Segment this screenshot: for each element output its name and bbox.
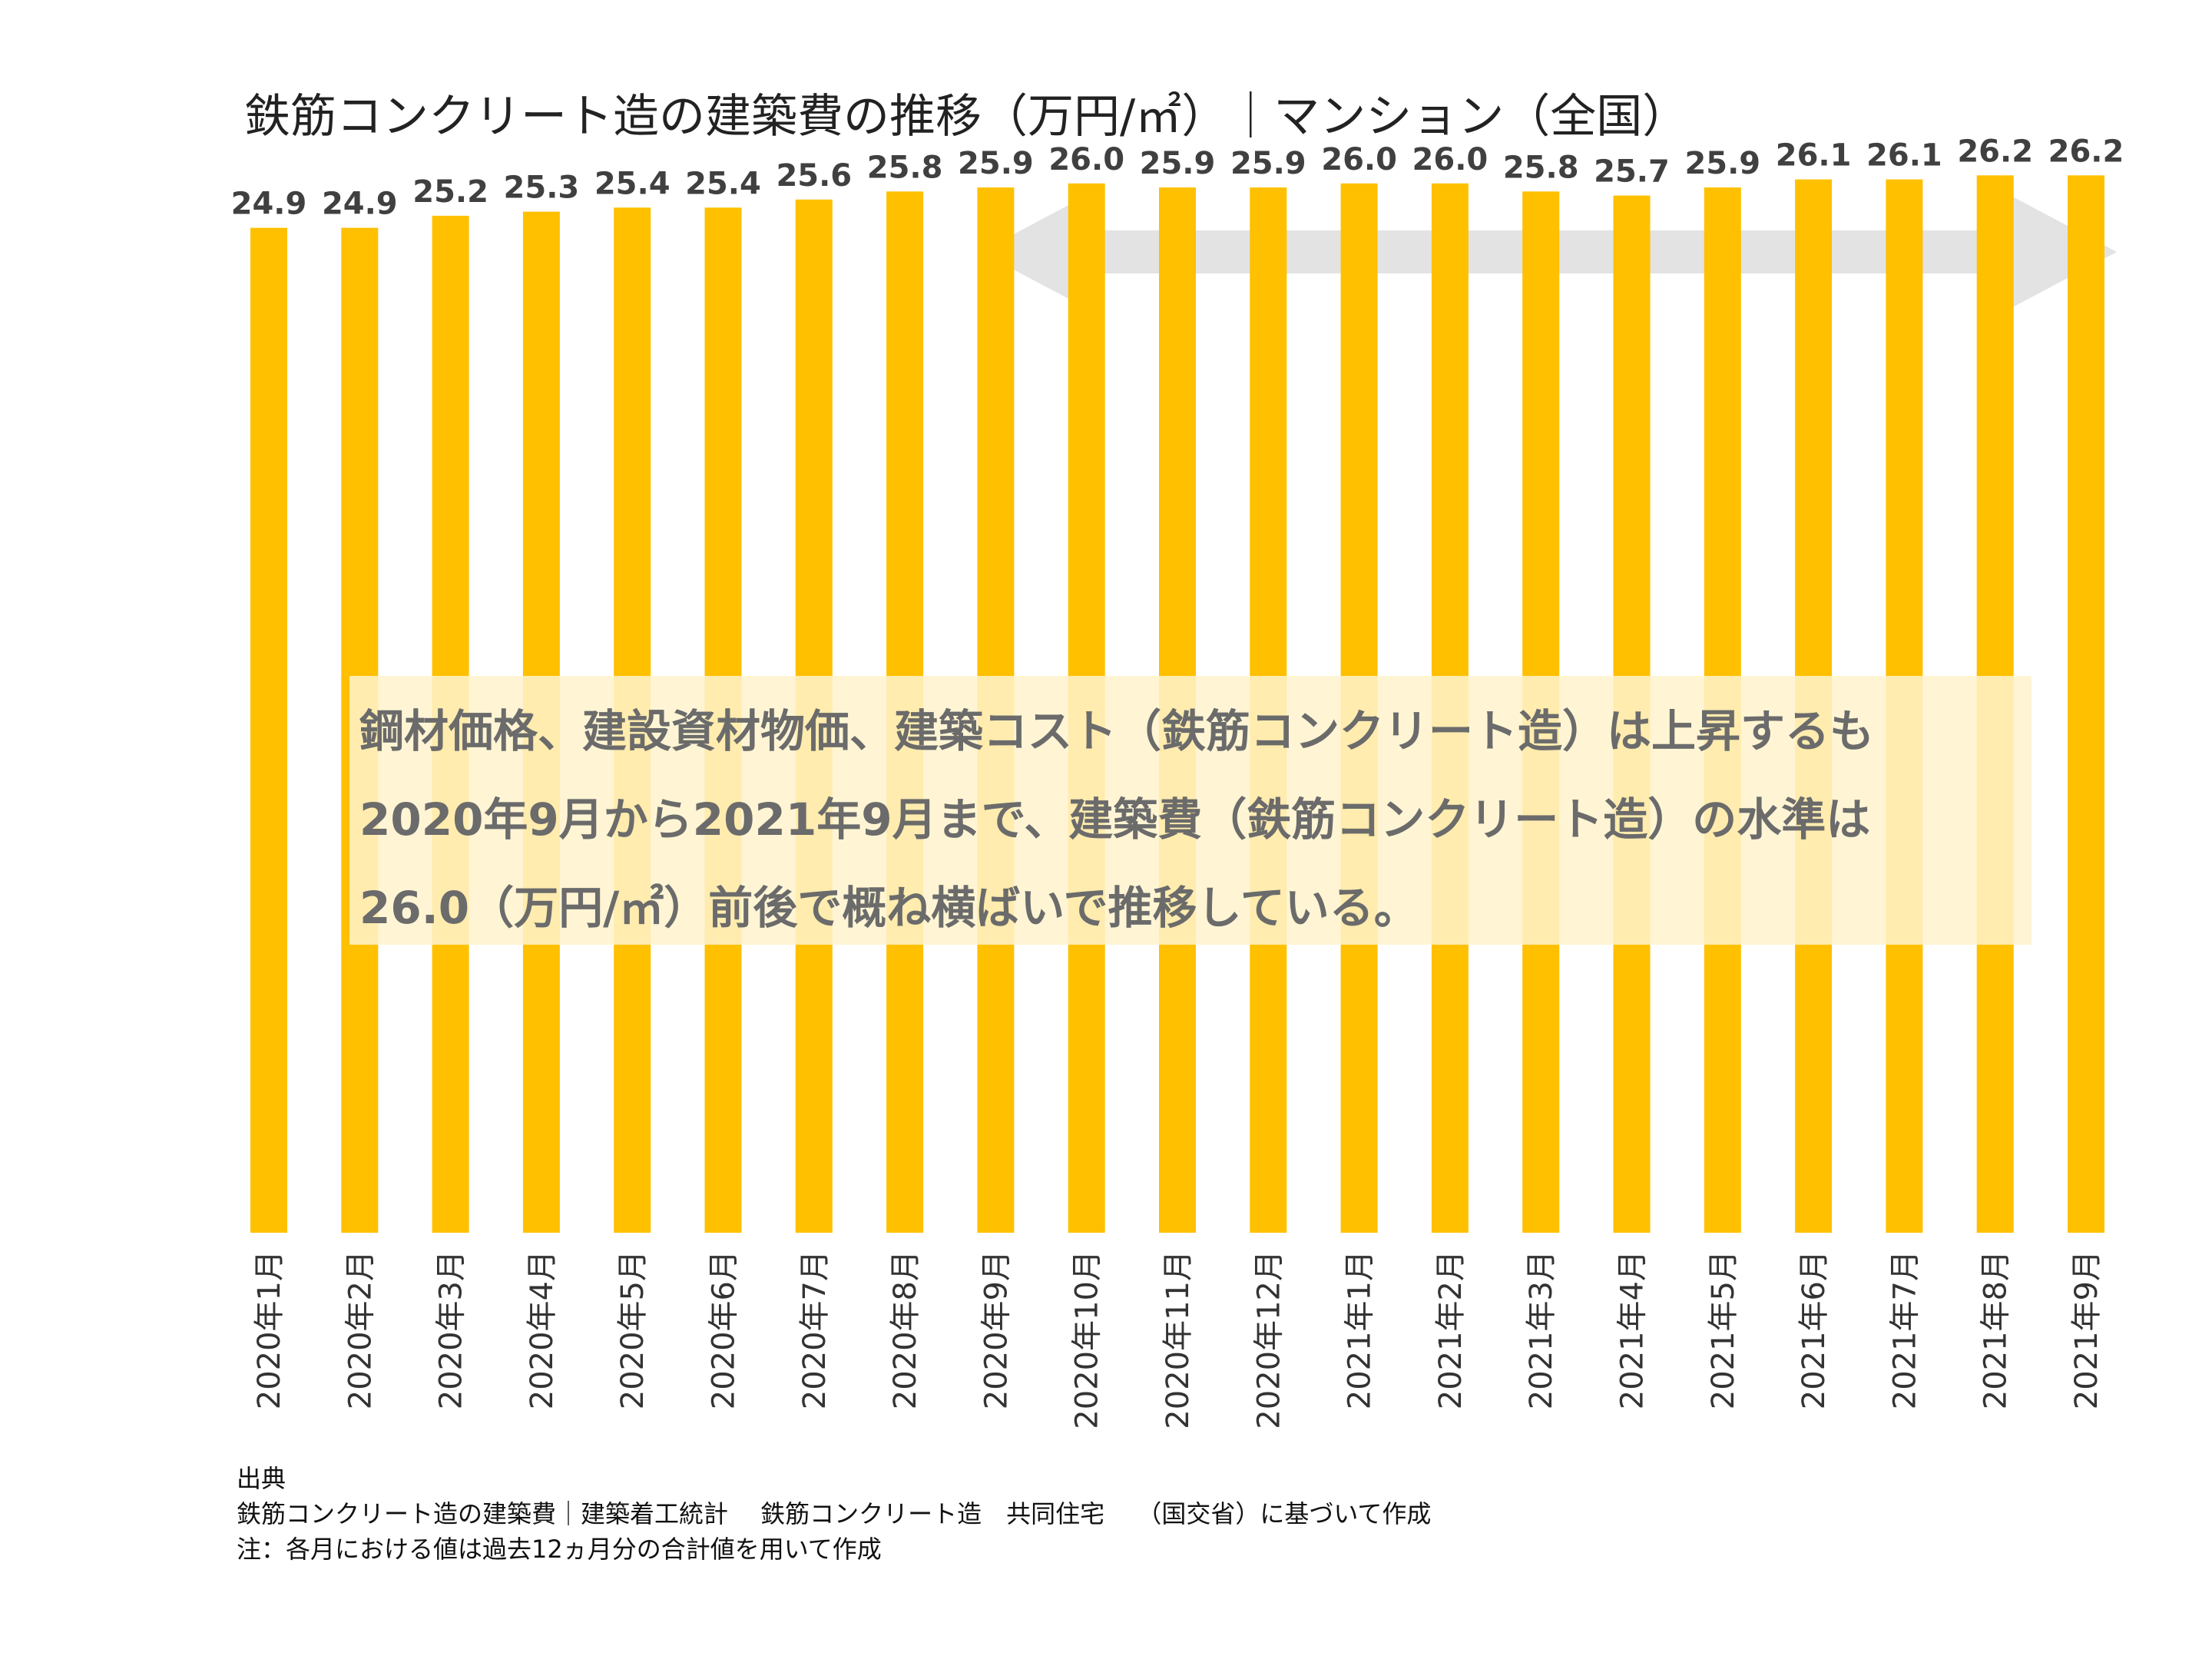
value-label-20: 26.2 [1957, 134, 2033, 169]
x-tick-10: 2020年10月 [1070, 1250, 1105, 1429]
value-label-12: 25.9 [1230, 146, 1306, 181]
value-label-10: 26.0 [1048, 142, 1124, 177]
value-labels-group: 24.9 24.9 25.2 25.3 25.4 25.4 25.6 25.8 25.9 26.0… [231, 134, 2124, 221]
source-line: 鉄筋コンクリート造の建築費｜建築着工統計 鉄筋コンクリート造 共同住宅 （国交省… [237, 1499, 1431, 1528]
value-label-1: 24.9 [231, 187, 307, 222]
x-tick-6: 2020年6月 [707, 1250, 742, 1409]
x-tick-14: 2021年2月 [1433, 1250, 1469, 1409]
x-tick-19: 2021年7月 [1887, 1250, 1922, 1409]
value-label-4: 25.3 [504, 171, 580, 206]
callout-line-2: 2020年9月から2021年9月まで、建築費（鉄筋コンクリート造）の水準は [359, 793, 1870, 846]
value-label-3: 25.2 [412, 174, 488, 210]
bar-21 [2068, 175, 2104, 1233]
x-ticks-group: 2020年1月 2020年2月 2020年3月 2020年4月 2020年5月 2020年… [252, 1250, 2104, 1429]
value-label-8: 25.8 [867, 150, 943, 185]
value-label-18: 26.1 [1776, 138, 1852, 174]
x-tick-12: 2020年12月 [1251, 1250, 1286, 1429]
x-tick-2: 2020年2月 [343, 1250, 378, 1409]
source-notes: 出典 鉄筋コンクリート造の建築費｜建築着工統計 鉄筋コンクリート造 共同住宅 （… [237, 1464, 1431, 1564]
x-tick-20: 2021年8月 [1979, 1250, 2014, 1409]
x-tick-3: 2020年3月 [434, 1250, 469, 1409]
value-label-14: 26.0 [1412, 142, 1488, 177]
value-label-6: 25.4 [685, 166, 761, 201]
callout-line-3: 26.0（万円/㎡）前後で概ね横ばいで推移している。 [359, 882, 1419, 934]
value-label-11: 25.9 [1140, 146, 1216, 181]
x-tick-4: 2020年4月 [525, 1250, 560, 1409]
chart-title: 鉄筋コンクリート造の建築費の推移（万円/㎡）｜マンション（全国） [244, 90, 1688, 144]
callout-box [349, 676, 2032, 945]
x-tick-8: 2020年8月 [888, 1250, 923, 1409]
value-label-7: 25.6 [776, 158, 852, 194]
x-tick-1: 2020年1月 [252, 1250, 287, 1409]
x-tick-15: 2021年3月 [1524, 1250, 1559, 1409]
value-label-19: 26.1 [1866, 138, 1942, 174]
x-tick-5: 2020年5月 [615, 1250, 651, 1409]
note-line: 注：各月における値は過去12ヵ月分の合計値を用いて作成 [237, 1535, 882, 1564]
x-tick-16: 2021年4月 [1615, 1250, 1651, 1409]
value-label-21: 26.2 [2048, 134, 2124, 169]
x-tick-9: 2020年9月 [979, 1250, 1014, 1409]
bar-1 [250, 227, 287, 1233]
source-heading: 出典 [237, 1464, 286, 1493]
value-label-16: 25.7 [1594, 154, 1670, 190]
x-tick-7: 2020年7月 [797, 1250, 833, 1409]
callout-line-1: 鋼材価格、建設資材物価、建築コスト（鉄筋コンクリート造）は上昇するも [359, 705, 1874, 757]
x-tick-11: 2020年11月 [1161, 1250, 1196, 1429]
value-label-9: 25.9 [958, 146, 1034, 181]
value-label-5: 25.4 [594, 166, 671, 201]
callout-annotation: 鋼材価格、建設資材物価、建築コスト（鉄筋コンクリート造）は上昇するも 2020年… [359, 705, 1874, 934]
x-tick-21: 2021年9月 [2069, 1250, 2104, 1409]
x-tick-18: 2021年6月 [1796, 1250, 1832, 1409]
value-label-17: 25.9 [1684, 146, 1760, 181]
x-tick-17: 2021年5月 [1706, 1250, 1741, 1409]
value-label-15: 25.8 [1503, 150, 1579, 185]
value-label-2: 24.9 [322, 187, 398, 222]
x-tick-13: 2021年1月 [1343, 1250, 1378, 1409]
value-label-13: 26.0 [1321, 142, 1397, 177]
